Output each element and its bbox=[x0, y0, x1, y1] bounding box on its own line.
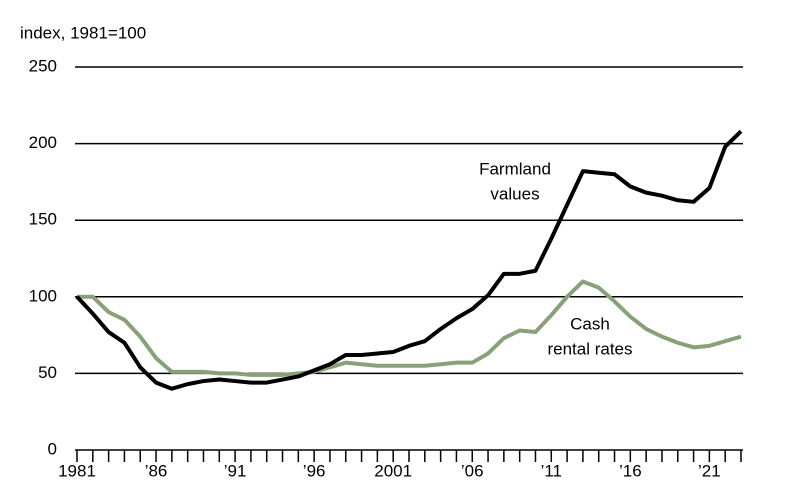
x-tick-label: ’91 bbox=[224, 461, 247, 480]
y-tick-label: 0 bbox=[48, 439, 57, 458]
series-line bbox=[77, 279, 742, 377]
x-tick-label: ’06 bbox=[461, 461, 484, 480]
x-tick-label: 2001 bbox=[374, 461, 412, 480]
x-tick-label: ’21 bbox=[698, 461, 721, 480]
y-tick-label: 250 bbox=[29, 56, 57, 75]
x-tick-label: ’86 bbox=[145, 461, 168, 480]
x-tick-label: ’11 bbox=[541, 461, 562, 480]
annotation: Cash bbox=[570, 314, 610, 333]
y-tick-label: 100 bbox=[29, 286, 57, 305]
y-tick-label: 50 bbox=[38, 363, 57, 382]
annotation: values bbox=[490, 184, 539, 203]
series-line bbox=[75, 129, 743, 391]
x-tick-label: 1981 bbox=[58, 461, 96, 480]
y-tick-label: 200 bbox=[29, 133, 57, 152]
x-tick-label: ’16 bbox=[619, 461, 642, 480]
x-tick-label: ’96 bbox=[303, 461, 326, 480]
y-axis-label: index, 1981=100 bbox=[20, 23, 146, 42]
annotation: rental rates bbox=[547, 339, 632, 358]
y-tick-label: 150 bbox=[29, 210, 57, 229]
annotation: Farmland bbox=[479, 159, 551, 178]
